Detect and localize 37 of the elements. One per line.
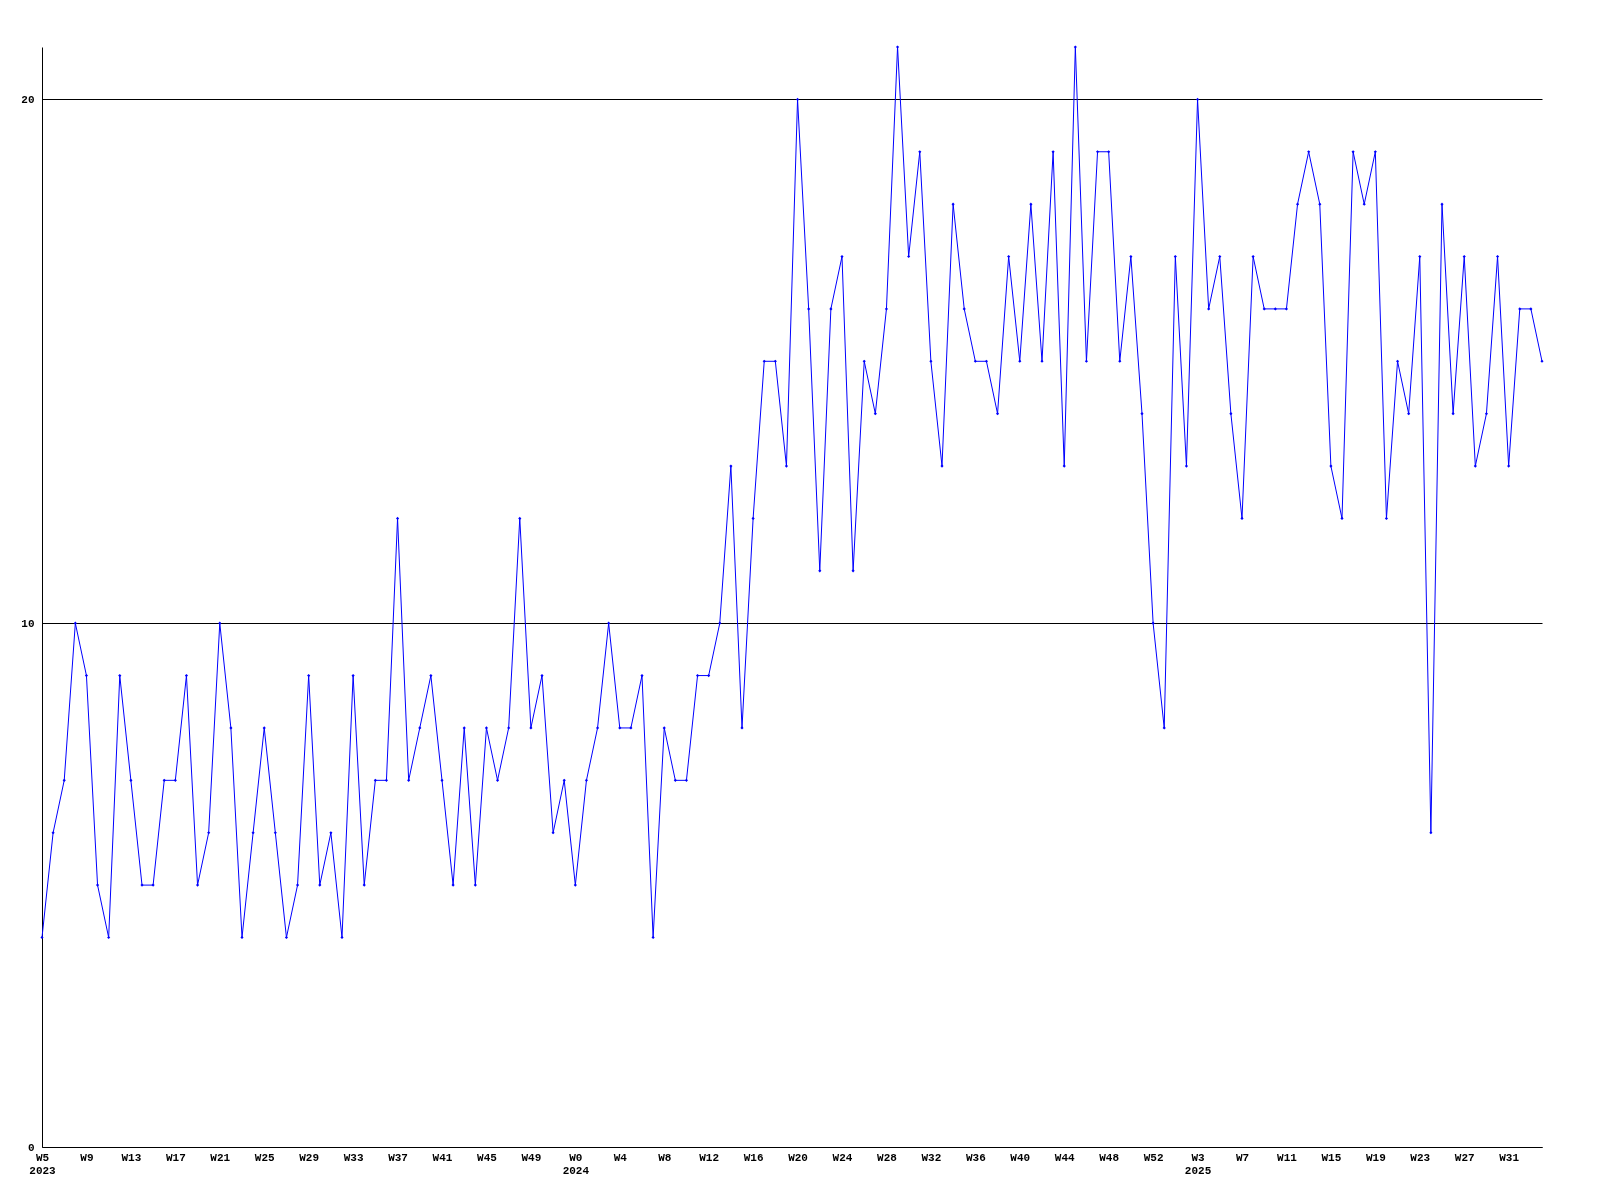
x-tick-label: W3 2025: [1184, 1151, 1212, 1177]
x-tick-label: W20: [788, 1151, 808, 1164]
x-tick-label: W25: [254, 1151, 276, 1164]
x-tick-label: W28: [877, 1151, 898, 1164]
x-tick-label: W33: [343, 1151, 364, 1164]
x-tick-label: W16: [743, 1151, 764, 1164]
x-tick-label: W13: [121, 1151, 142, 1164]
x-tick-label: W29: [299, 1151, 320, 1164]
x-tick-label: W49: [521, 1151, 542, 1164]
x-tick-label: W24: [832, 1151, 853, 1164]
x-tick-label: W31: [1499, 1151, 1520, 1164]
y-tick-label: 10: [21, 617, 35, 630]
x-tick-label: W40: [1010, 1151, 1031, 1164]
x-tick-label: W19: [1365, 1151, 1386, 1164]
x-tick-label: W27: [1454, 1151, 1475, 1164]
x-tick-label: W4: [613, 1151, 628, 1164]
x-tick-label: W5 2023: [29, 1151, 57, 1177]
x-tick-label: W15: [1321, 1151, 1342, 1164]
x-tick-label: W9: [80, 1151, 94, 1164]
x-tick-label: W52: [1143, 1151, 1164, 1164]
x-tick-label: W11: [1277, 1151, 1298, 1164]
x-tick-label: W21: [210, 1151, 231, 1164]
x-tick-label: W23: [1410, 1151, 1431, 1164]
x-tick-label: W37: [388, 1151, 408, 1164]
x-tick-label: W36: [965, 1151, 986, 1164]
x-tick-label: W8: [658, 1151, 672, 1164]
x-tick-label: W17: [165, 1151, 186, 1164]
x-tick-label: W32: [921, 1151, 942, 1164]
y-tick-label: 0: [27, 1141, 35, 1154]
x-tick-label: W45: [477, 1151, 498, 1164]
x-tick-label: W7: [1235, 1151, 1250, 1164]
x-tick-label: W0 2024: [562, 1151, 590, 1177]
x-tick-label: W12: [699, 1151, 720, 1164]
y-tick-label: 20: [21, 93, 35, 106]
x-tick-label: W44: [1054, 1151, 1076, 1164]
x-tick-label: W41: [432, 1151, 453, 1164]
x-tick-label: W48: [1099, 1151, 1120, 1164]
